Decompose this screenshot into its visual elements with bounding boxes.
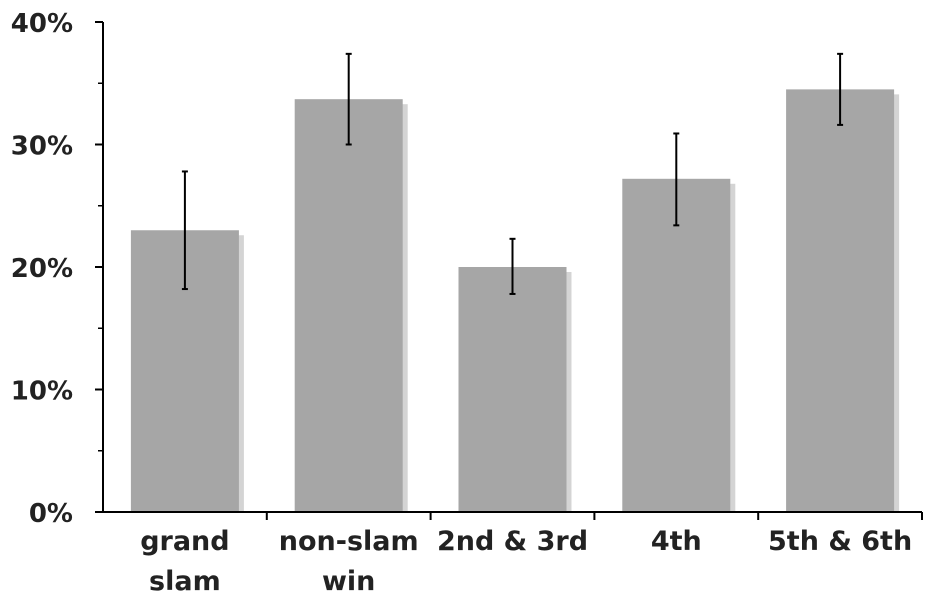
bars-layer	[130, 89, 900, 513]
category-label: win	[322, 566, 375, 597]
y-tick-label: 20%	[11, 254, 73, 284]
bar	[458, 267, 567, 512]
y-tick-label: 40%	[11, 9, 73, 39]
labels-layer: grand slam non-slam win 2nd & 3rd 4th 5th & 6t…	[11, 9, 912, 597]
y-tick-label: 10%	[11, 377, 73, 407]
bar	[294, 99, 403, 513]
category-label: slam	[149, 566, 221, 597]
category-label: 2nd & 3rd	[437, 526, 588, 557]
y-tick-label: 0%	[29, 499, 73, 529]
category-label: grand	[140, 526, 229, 557]
category-label: non-slam	[279, 526, 419, 557]
category-label: 5th & 6th	[768, 526, 912, 557]
bar	[786, 89, 895, 512]
category-label: 4th	[651, 526, 702, 557]
bar	[622, 178, 731, 513]
error-bars-layer	[181, 52, 844, 295]
y-tick-label: 30%	[11, 132, 73, 162]
axes-layer	[95, 21, 923, 520]
